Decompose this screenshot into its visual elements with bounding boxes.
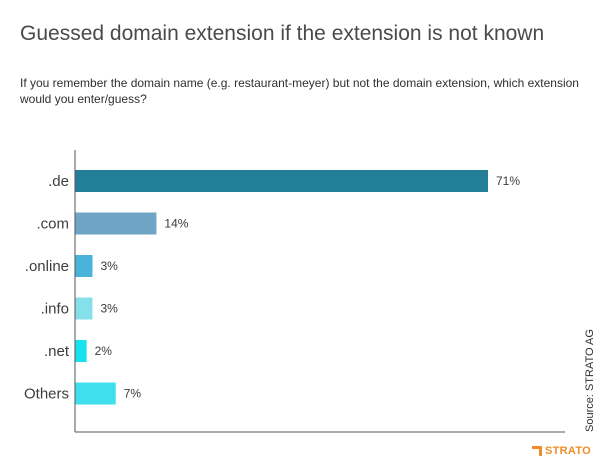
strato-logo-icon bbox=[532, 446, 542, 456]
category-label: Others bbox=[24, 386, 69, 403]
category-label: .info bbox=[41, 301, 69, 318]
source-note: Source: STRATO AG bbox=[584, 329, 596, 432]
strato-logo-text: STRATO bbox=[545, 445, 592, 457]
category-label: .online bbox=[25, 258, 69, 275]
value-label: 7% bbox=[124, 387, 142, 401]
strato-logo: STRATO bbox=[532, 445, 591, 457]
value-label: 2% bbox=[95, 344, 113, 358]
category-label: .com bbox=[36, 216, 69, 233]
category-label: .de bbox=[48, 173, 69, 190]
bar-info bbox=[75, 297, 93, 320]
chart-subtitle: If you remember the domain name (e.g. re… bbox=[20, 76, 579, 106]
bar-online bbox=[75, 255, 93, 277]
bar-net bbox=[75, 340, 87, 362]
bar-com bbox=[75, 212, 157, 235]
chart-title: Guessed domain extension if the extensio… bbox=[20, 22, 545, 45]
value-label: 14% bbox=[164, 217, 188, 231]
category-label: .net bbox=[44, 343, 70, 360]
bar-others bbox=[75, 382, 116, 405]
bars-group: .de 71% .com 14% .online 3% .info 3% .net 2% Other… bbox=[24, 170, 520, 405]
bar-de bbox=[75, 170, 488, 192]
value-label: 3% bbox=[100, 259, 118, 273]
value-label: 3% bbox=[100, 302, 118, 316]
value-label: 71% bbox=[496, 174, 520, 188]
